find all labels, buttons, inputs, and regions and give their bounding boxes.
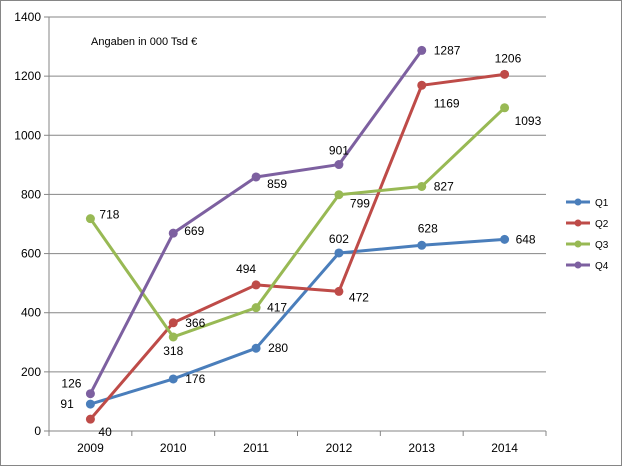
gridlines <box>49 16 546 373</box>
y-tick-label: 800 <box>21 187 41 201</box>
data-point-Q2-2013 <box>417 80 427 90</box>
data-label-Q1-2013: 628 <box>418 221 438 235</box>
x-tick-label-2010: 2010 <box>160 441 187 455</box>
y-tick-label: 1400 <box>14 10 41 24</box>
data-point-Q4-2011 <box>251 172 261 182</box>
data-label-Q4-2012: 901 <box>329 144 349 158</box>
y-tick-label: 0 <box>34 424 41 438</box>
legend-marker-Q3 <box>574 240 582 248</box>
data-label-Q1-2011: 280 <box>268 341 288 355</box>
y-tick-label: 400 <box>21 306 41 320</box>
data-point-Q3-2010 <box>168 332 178 342</box>
data-point-Q1-2013 <box>417 240 427 250</box>
data-point-Q1-2011 <box>251 343 261 353</box>
data-point-Q1-2009 <box>85 399 95 409</box>
x-tick-label-2013: 2013 <box>408 441 435 455</box>
data-label-Q3-2013: 827 <box>434 179 454 193</box>
data-point-Q1-2010 <box>168 374 178 384</box>
axes <box>44 16 547 436</box>
data-label-Q3-2009: 718 <box>99 208 119 222</box>
data-point-Q3-2011 <box>251 303 261 313</box>
legend-marker-Q2 <box>574 219 582 227</box>
data-point-Q4-2009 <box>85 389 95 399</box>
data-label-Q1-2009: 91 <box>60 397 74 411</box>
legend-label-Q2: Q2 <box>595 219 609 230</box>
legend-marker-Q4 <box>574 261 582 269</box>
data-label-Q4-2010: 669 <box>184 224 204 238</box>
legend-label-Q3: Q3 <box>595 240 609 251</box>
data-label-Q2-2011: 494 <box>236 262 256 276</box>
data-label-Q4-2009: 126 <box>61 377 81 391</box>
y-tick-label: 1200 <box>14 69 41 83</box>
data-label-Q3-2014: 1093 <box>515 114 542 128</box>
data-point-Q2-2010 <box>168 318 178 328</box>
data-label-Q3-2011: 417 <box>267 301 287 315</box>
data-point-Q3-2014 <box>500 103 510 113</box>
x-tick-label-2014: 2014 <box>491 441 518 455</box>
data-point-Q2-2011 <box>251 280 261 290</box>
data-label-Q2-2012: 472 <box>349 290 369 304</box>
data-point-Q4-2012 <box>334 160 344 170</box>
data-label-Q2-2014: 1206 <box>495 51 522 65</box>
series-line-Q3 <box>89 106 506 339</box>
data-label-Q1-2010: 176 <box>185 372 205 386</box>
y-tick-label: 1000 <box>14 128 41 142</box>
x-tick-label-2011: 2011 <box>243 441 269 455</box>
data-label-Q2-2013: 1169 <box>434 96 460 110</box>
data-point-Q3-2009 <box>85 214 95 224</box>
data-label-Q4-2013: 1287 <box>434 43 461 57</box>
series-group <box>85 45 510 424</box>
x-tick-label-2012: 2012 <box>326 441 353 455</box>
x-tick-labels: 2009 2010 2011 2012 2013 2014 <box>77 441 518 455</box>
data-point-Q3-2012 <box>334 190 344 200</box>
data-label-Q3-2010: 318 <box>163 344 183 358</box>
data-point-Q2-2014 <box>500 69 510 79</box>
data-label-Q1-2014: 648 <box>516 232 536 246</box>
data-point-Q4-2013 <box>417 45 427 55</box>
series-line-Q4 <box>89 49 423 395</box>
legend-marker-Q1 <box>574 198 582 206</box>
legend-label-Q4: Q4 <box>595 261 609 272</box>
data-point-Q3-2013 <box>417 181 427 191</box>
data-label-Q2-2009: 40 <box>98 425 112 439</box>
data-label-Q2-2010: 366 <box>185 316 205 330</box>
data-label-Q3-2012: 799 <box>350 197 370 211</box>
units-annotation: Angaben in 000 Tsd € <box>91 36 197 48</box>
data-point-Q1-2012 <box>334 248 344 258</box>
y-tick-label: 200 <box>21 365 41 379</box>
legend: Q1 Q2 Q3 Q4 <box>566 198 609 272</box>
data-point-Q2-2012 <box>334 286 344 296</box>
data-label-Q4-2011: 859 <box>267 177 287 191</box>
series-line-Q2 <box>89 72 505 421</box>
x-tick-label-2009: 2009 <box>77 441 104 455</box>
data-point-Q1-2014 <box>500 234 510 244</box>
series-line-Q1 <box>89 237 505 406</box>
data-labels: 91 176 280 602 628 648 40 366 494 472 1169 1206 718 3… <box>60 43 541 439</box>
y-tick-labels: 0 200 400 600 800 1000 1200 1400 <box>14 10 41 438</box>
legend-label-Q1: Q1 <box>595 198 609 209</box>
data-label-Q1-2012: 602 <box>329 232 349 246</box>
data-point-Q2-2009 <box>85 414 95 424</box>
data-point-Q4-2010 <box>168 228 178 238</box>
y-tick-label: 600 <box>21 247 41 261</box>
